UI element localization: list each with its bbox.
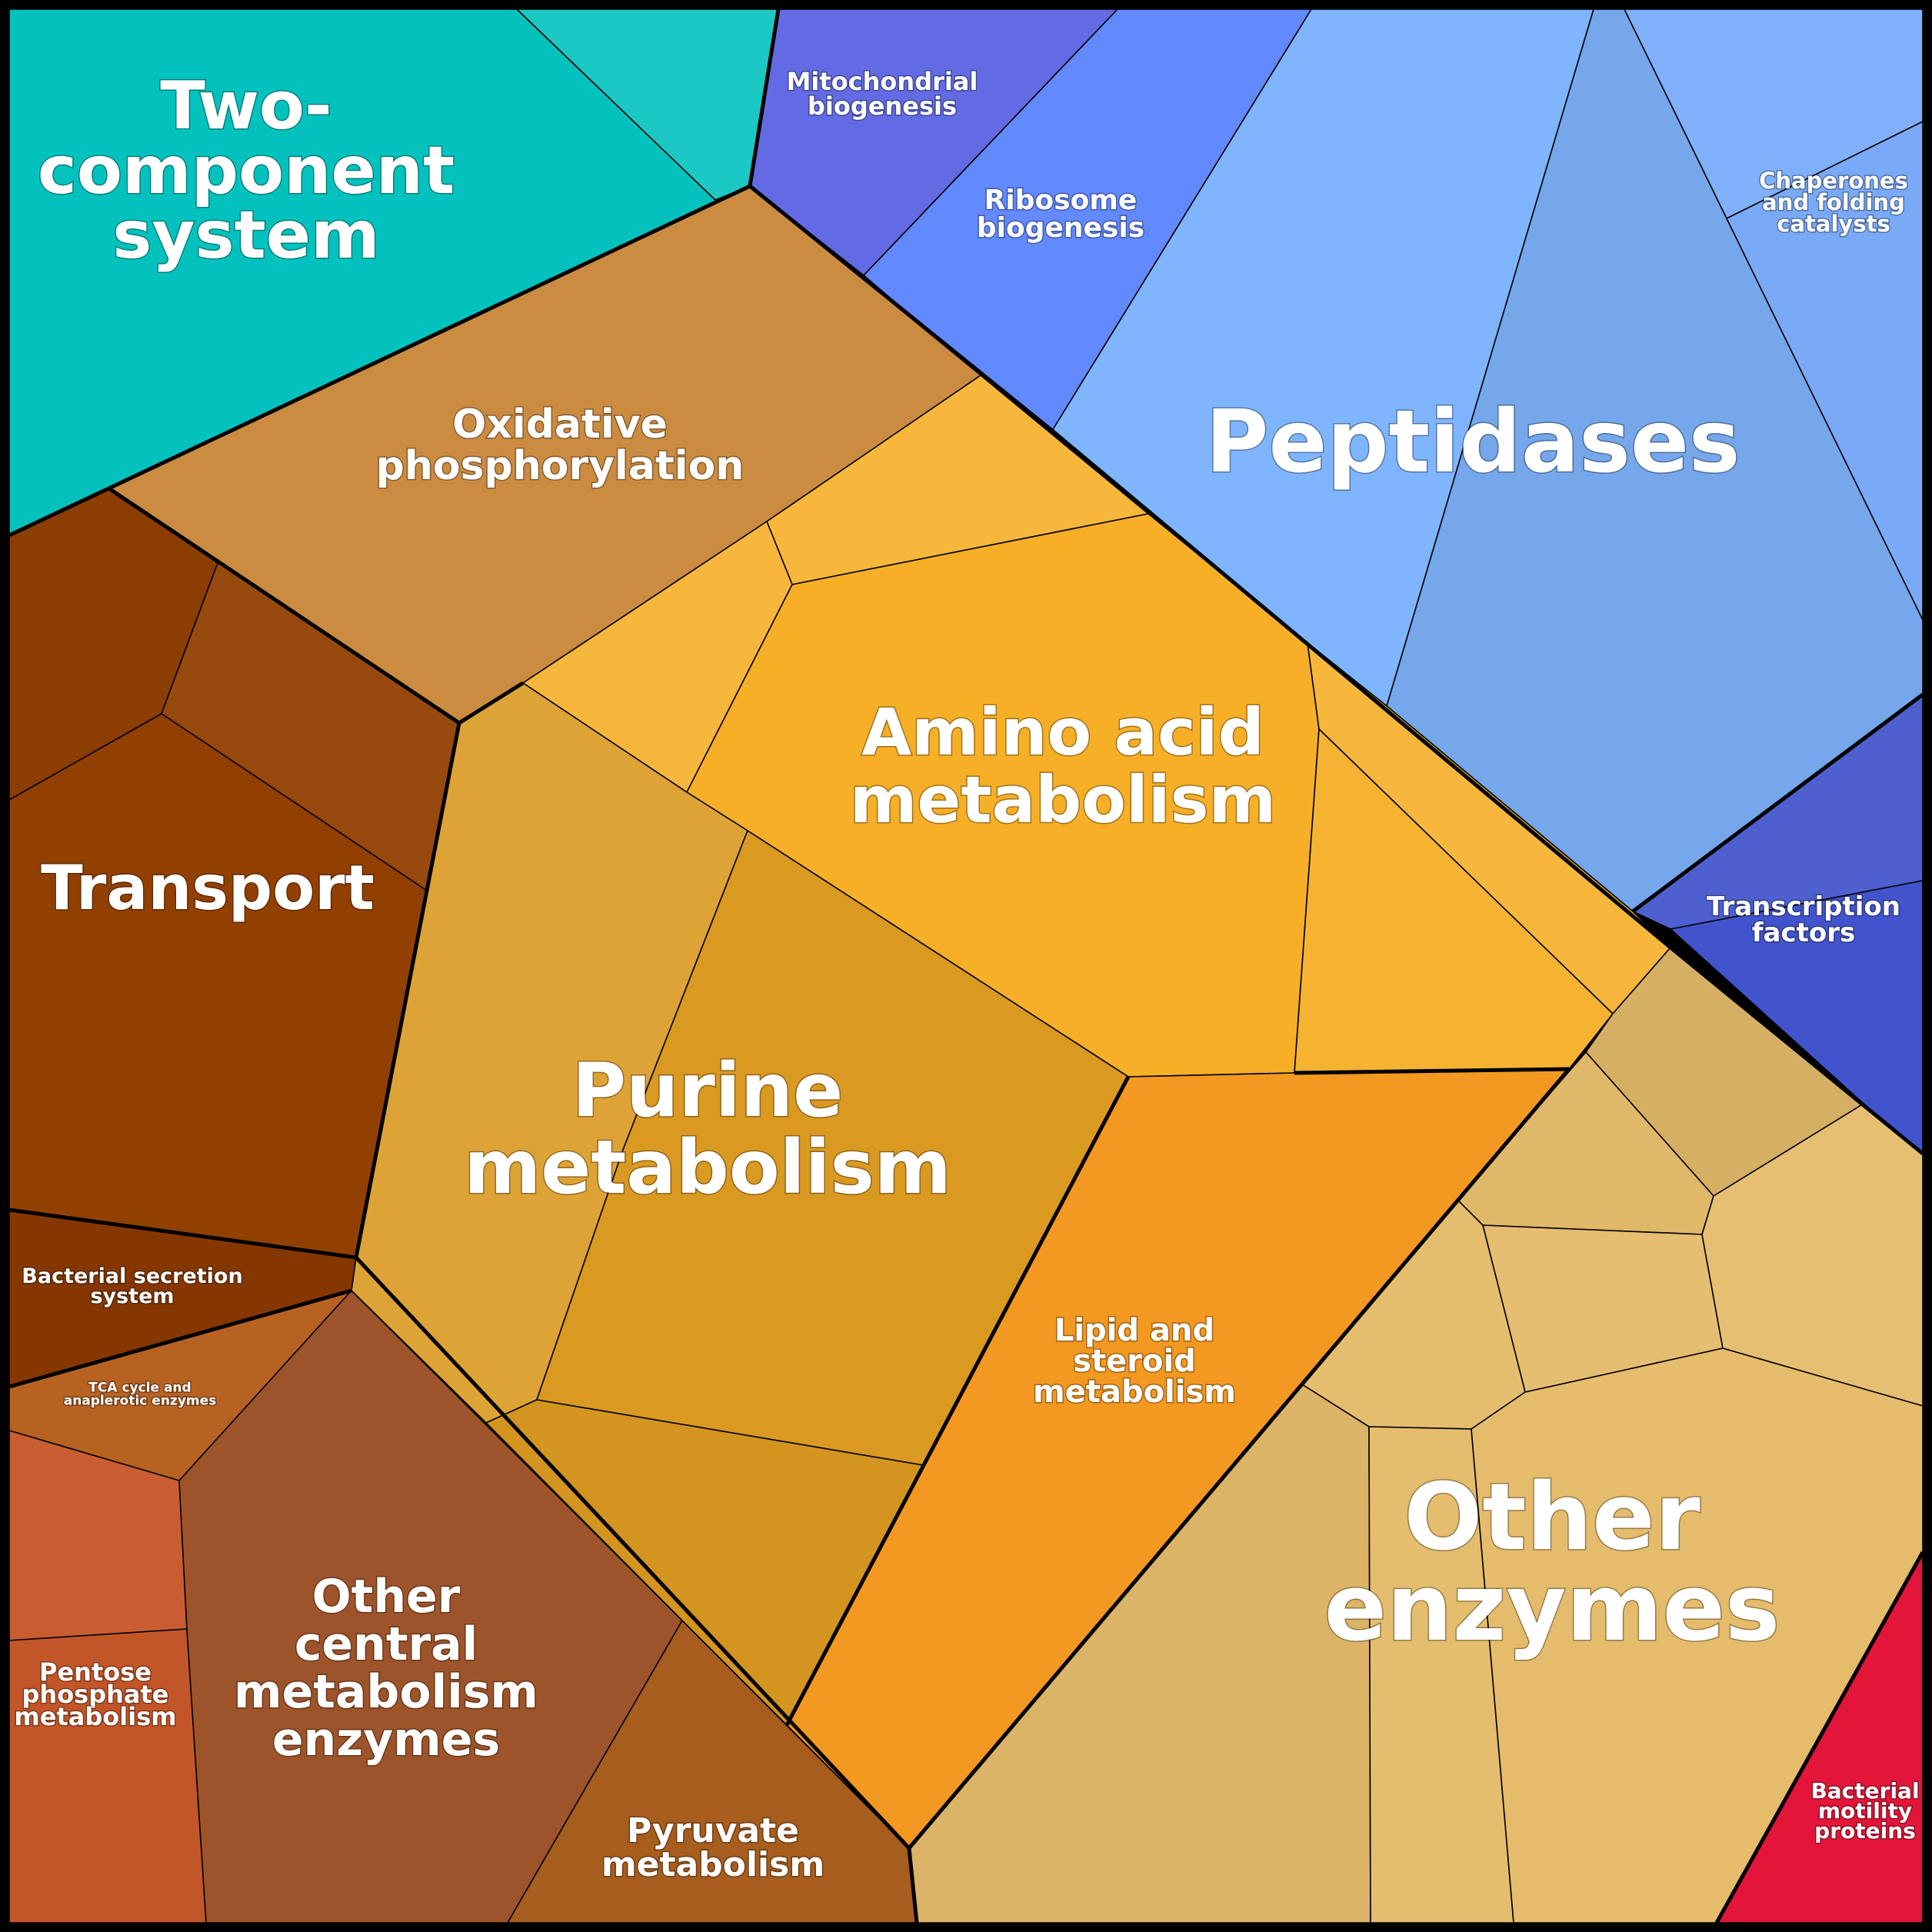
label-other-central: Other central metabolism enzymes (234, 1570, 538, 1767)
label-amino: Amino acid metabolism (850, 695, 1276, 838)
label-mitochondrial: Mitochondrial biogenesis (787, 67, 978, 121)
label-chaperones: Chaperones and folding catalysts (1759, 168, 1908, 237)
label-purine: Purine metabolism (464, 1048, 951, 1211)
treemap-cells (8, 8, 1924, 1924)
label-pyruvate: Pyruvate metabolism (601, 1811, 824, 1884)
region-transport[interactable] (8, 488, 460, 1258)
label-oxidative: Oxidative phosphorylation (376, 401, 744, 489)
label-tca: TCA cycle and anaplerotic enzymes (64, 1381, 217, 1409)
label-other-enzymes: Other enzymes (1324, 1464, 1780, 1662)
label-two-component: Two-component system (38, 68, 455, 274)
treemap-labels: Two-component system Mitochondrial biogene… (13, 66, 1920, 1886)
region-pentose[interactable] (8, 1430, 207, 1924)
region-other-enzymes[interactable] (908, 947, 1924, 1924)
label-peptidases: Peptidases (1205, 392, 1740, 492)
region-purine[interactable] (351, 682, 1129, 1726)
region-amino[interactable] (522, 375, 1671, 1078)
label-ribosome: Ribosome biogenesis (977, 185, 1144, 244)
label-lipid: Lipid and steroid metabolism (1033, 1313, 1236, 1410)
label-secretion: Bacterial secretion system (22, 1264, 242, 1308)
label-transport: Transport (41, 852, 375, 924)
label-pentose: Pentose phosphate metabolism (14, 1657, 176, 1731)
label-transcription: Transcription factors (1707, 891, 1900, 948)
label-motility: Bacterial motility proteins (1810, 1778, 1919, 1844)
